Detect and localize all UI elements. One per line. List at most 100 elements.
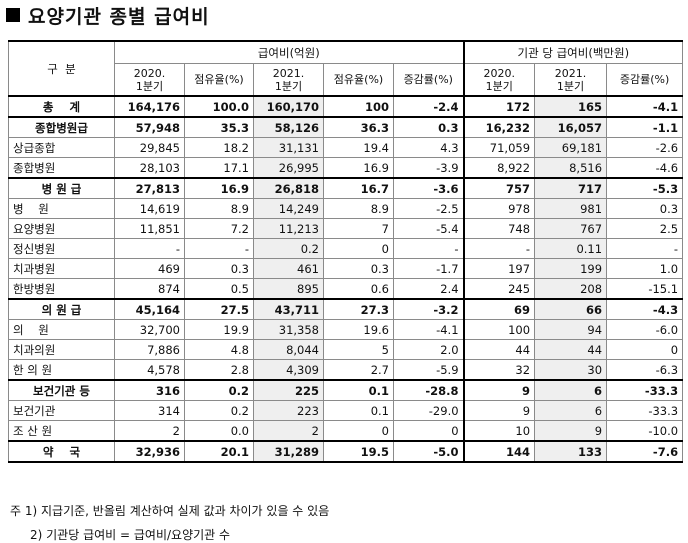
table-cell: 8.9 <box>184 198 254 219</box>
table-cell: 978 <box>462 198 536 219</box>
header-sub-0: 2020. 1분기 <box>114 63 185 97</box>
table-cell: 5 <box>323 339 394 360</box>
row-label: 의 원 급 <box>8 298 115 320</box>
row-label: 병 원 급 <box>8 177 115 199</box>
header-sub-line: 1분기 <box>485 79 513 93</box>
title-row: 요양기관 종별 급여비 <box>6 2 210 28</box>
table-cell: -1.7 <box>392 258 465 279</box>
header-sub-line: 점유율(%) <box>194 73 244 86</box>
table-cell: 7,886 <box>114 339 185 360</box>
header-sub-line: 2021. <box>554 66 587 80</box>
table-cell: 0.11 <box>534 238 608 259</box>
table-cell: 71,059 <box>462 137 536 158</box>
table-cell: 2.8 <box>184 359 254 381</box>
table-cell: 7.2 <box>184 218 254 239</box>
table-cell: 7 <box>323 218 394 239</box>
table-cell: 19.4 <box>323 137 394 158</box>
header-sub-line: 1분기 <box>274 79 303 93</box>
table-cell: -3.9 <box>392 157 465 179</box>
table-cell: -6.0 <box>606 319 684 340</box>
table-cell: 0.6 <box>323 278 394 300</box>
table-cell: 4.3 <box>392 137 465 158</box>
row-label: 한방병원 <box>8 278 115 300</box>
row-label: 종합병원급 <box>8 116 115 138</box>
table-cell: -33.3 <box>606 400 684 421</box>
header-sub-line: 1분기 <box>135 79 164 93</box>
table-cell: 8.9 <box>323 198 394 219</box>
table-cell: 94 <box>534 319 608 340</box>
benefit-table: 구 분 급여비(억원) 기관 당 급여비(백만원) 2020. 1분기 점유율(%)… <box>8 40 684 463</box>
table-cell: 30 <box>534 359 608 381</box>
table-cell: 895 <box>253 278 324 300</box>
row-label: 의 원 <box>8 319 115 340</box>
table-cell: - <box>392 238 465 259</box>
table-row: 한방병원 874 0.5 895 0.6 2.4 245 208 -15.1 <box>8 278 684 300</box>
table-cell: 31,131 <box>253 137 324 158</box>
table-cell: 20.1 <box>184 440 254 463</box>
table-cell: 100 <box>462 319 536 340</box>
row-label: 요양병원 <box>8 218 115 239</box>
table-cell: 16,232 <box>462 116 536 138</box>
table-cell: -5.4 <box>392 218 465 239</box>
table-cell: 172 <box>462 95 536 118</box>
table-row: 요양병원 11,851 7.2 11,213 7 -5.4 748 767 2.5 <box>8 218 684 239</box>
table-cell: 66 <box>534 298 608 320</box>
table-cell: 11,851 <box>114 218 185 239</box>
table-cell: -2.4 <box>392 95 465 118</box>
table-row: 병 원 14,619 8.9 14,249 8.9 -2.5 978 981 0.3 <box>8 198 684 219</box>
table-cell: -15.1 <box>606 278 684 300</box>
table-cell: 469 <box>114 258 185 279</box>
table-row: 병 원 급 27,813 16.9 26,818 16.7 -3.6 757 717 -5.3 <box>8 177 684 199</box>
table-cell: 9 <box>462 400 536 421</box>
table-cell: 1.0 <box>606 258 684 279</box>
table-cell: -28.8 <box>392 379 465 401</box>
table-cell: 26,995 <box>253 157 324 179</box>
table-cell: 17.1 <box>184 157 254 179</box>
header-sub-line: 1분기 <box>556 79 585 93</box>
table-cell: 314 <box>114 400 185 421</box>
table-cell: - <box>184 238 254 259</box>
table-cell: 45,164 <box>114 298 185 320</box>
header-sub-line: 2021. <box>272 66 305 80</box>
header-sub-7: 증감률(%) <box>606 63 684 97</box>
table-cell: -5.0 <box>392 440 465 463</box>
table-cell: 133 <box>534 440 608 463</box>
table-cell: 0 <box>323 420 394 442</box>
header-sub-3: 점유율(%) <box>323 63 394 97</box>
table-row: 보건기관 314 0.2 223 0.1 -29.0 9 6 -33.3 <box>8 400 684 421</box>
table-cell: -33.3 <box>606 379 684 401</box>
table-row: 종합병원 28,103 17.1 26,995 16.9 -3.9 8,922 8,516 -4… <box>8 157 684 179</box>
table-cell: 165 <box>534 95 608 118</box>
table-cell: 160,170 <box>253 95 324 118</box>
table-cell: 31,358 <box>253 319 324 340</box>
table-cell: 757 <box>462 177 536 199</box>
footnote-1: 주 1) 지급기준, 반올림 계산하여 실제 값과 차이가 있을 수 있음 <box>10 504 330 518</box>
header-sub-line: 증감률(%) <box>619 73 670 86</box>
table-cell: 0.1 <box>323 400 394 421</box>
table-cell: 0.3 <box>323 258 394 279</box>
table-cell: 0 <box>323 238 394 259</box>
row-label: 한 의 원 <box>8 359 115 381</box>
row-label: 상급종합 <box>8 137 115 158</box>
table-cell: -5.9 <box>392 359 465 381</box>
table-cell: 316 <box>114 379 185 401</box>
header-sub-line: 2020. <box>483 66 516 80</box>
table-cell: -4.1 <box>392 319 465 340</box>
table-cell: 27.5 <box>184 298 254 320</box>
table-cell: 100.0 <box>184 95 254 118</box>
table-cell: 27.3 <box>323 298 394 320</box>
table-cell: 0.3 <box>392 116 465 138</box>
table-cell: 4.8 <box>184 339 254 360</box>
table-row: 치과의원 7,886 4.8 8,044 5 2.0 44 44 0 <box>8 339 684 360</box>
table-cell: 29,845 <box>114 137 185 158</box>
row-label: 약 국 <box>8 440 115 463</box>
table-row: 약 국 32,936 20.1 31,289 19.5 -5.0 144 133 -7.6 <box>8 440 684 463</box>
table-cell: 19.6 <box>323 319 394 340</box>
table-cell: - <box>462 238 536 259</box>
table-cell: -7.6 <box>606 440 684 463</box>
table-cell: 14,249 <box>253 198 324 219</box>
table-cell: 14,619 <box>114 198 185 219</box>
table-cell: 197 <box>462 258 536 279</box>
table-cell: 0.5 <box>184 278 254 300</box>
table-cell: 19.5 <box>323 440 394 463</box>
